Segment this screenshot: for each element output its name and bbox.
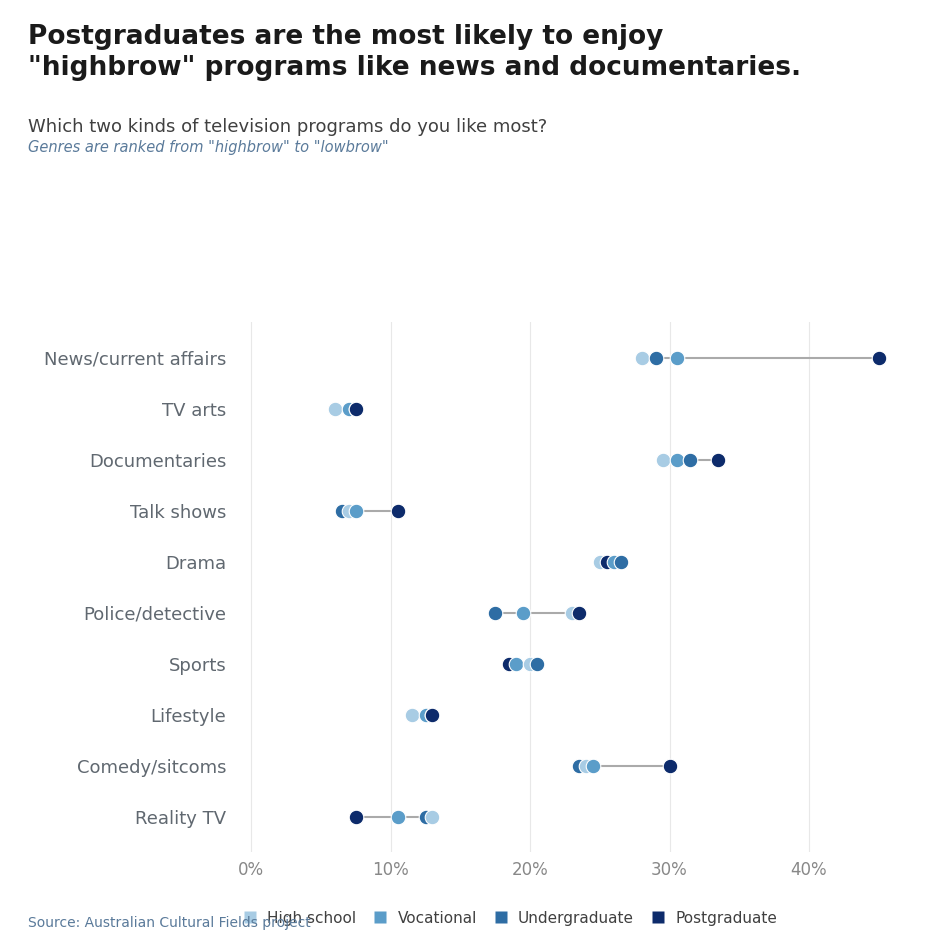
Text: Which two kinds of television programs do you like most?: Which two kinds of television programs d… [28,118,548,136]
Point [348,503,363,518]
Text: Source: Australian Cultural Fields project: Source: Australian Cultural Fields proje… [28,916,311,930]
Point [425,707,440,723]
Point [334,503,349,518]
Point [418,707,433,723]
Point [669,350,684,366]
Point [425,707,440,723]
Text: Genres are ranked from "highbrow" to "lowbrow": Genres are ranked from "highbrow" to "lo… [28,140,389,155]
Point [683,452,698,467]
Point [509,656,524,671]
Point [565,605,580,620]
Point [578,758,593,773]
Point [348,809,363,824]
Point [515,605,530,620]
Point [648,350,663,366]
Point [342,503,357,518]
Point [662,758,678,773]
Legend: High school, Vocational, Undergraduate, Postgraduate: High school, Vocational, Undergraduate, … [238,905,783,932]
Point [404,707,419,723]
Point [655,452,670,467]
Point [606,554,622,569]
Point [669,452,684,467]
Point [418,809,433,824]
Point [592,554,607,569]
Point [871,350,886,366]
Point [425,809,440,824]
Point [523,656,538,671]
Point [599,554,614,569]
Point [488,605,503,620]
Point [327,402,343,417]
Point [348,402,363,417]
Point [571,758,586,773]
Point [348,402,363,417]
Point [530,656,545,671]
Point [342,402,357,417]
Point [634,350,649,366]
Text: Postgraduates are the most likely to enjoy
"highbrow" programs like news and doc: Postgraduates are the most likely to enj… [28,24,802,80]
Point [390,503,405,518]
Point [711,452,726,467]
Point [390,809,405,824]
Point [571,605,586,620]
Point [613,554,628,569]
Point [586,758,601,773]
Point [502,656,517,671]
